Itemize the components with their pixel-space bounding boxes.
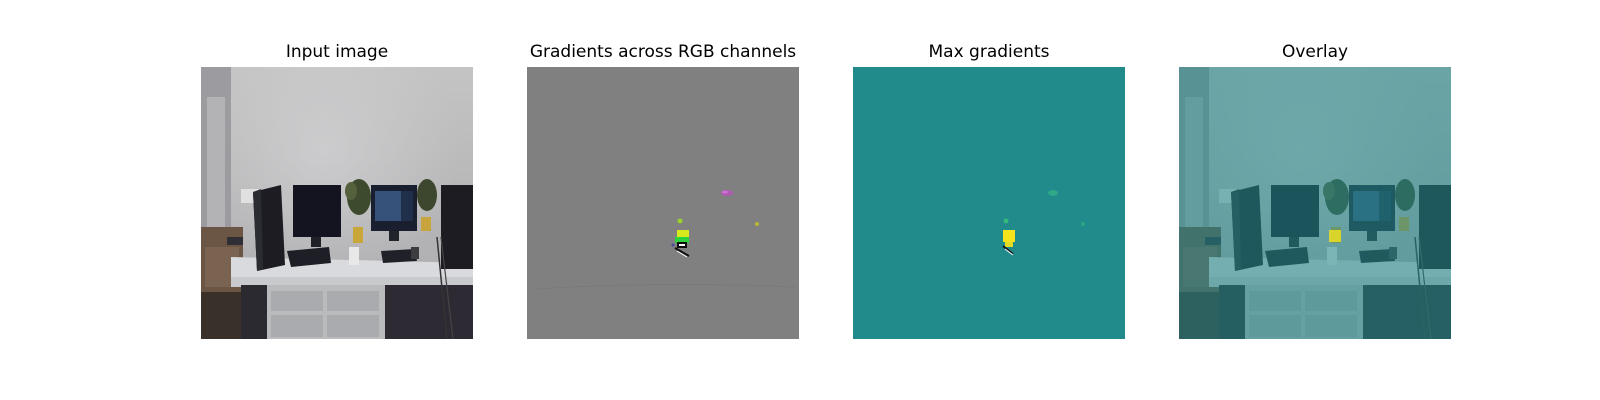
panel-title: Max gradients [928, 42, 1050, 62]
panel-title: Input image [285, 42, 389, 62]
overlay-image [1179, 67, 1451, 339]
panel-title: Overlay [1281, 42, 1349, 62]
panel-title: Gradients across RGB channels [529, 42, 797, 62]
rgb-gradient-image [527, 67, 799, 339]
input-image [201, 67, 473, 339]
max-gradient-heatmap [853, 67, 1125, 339]
